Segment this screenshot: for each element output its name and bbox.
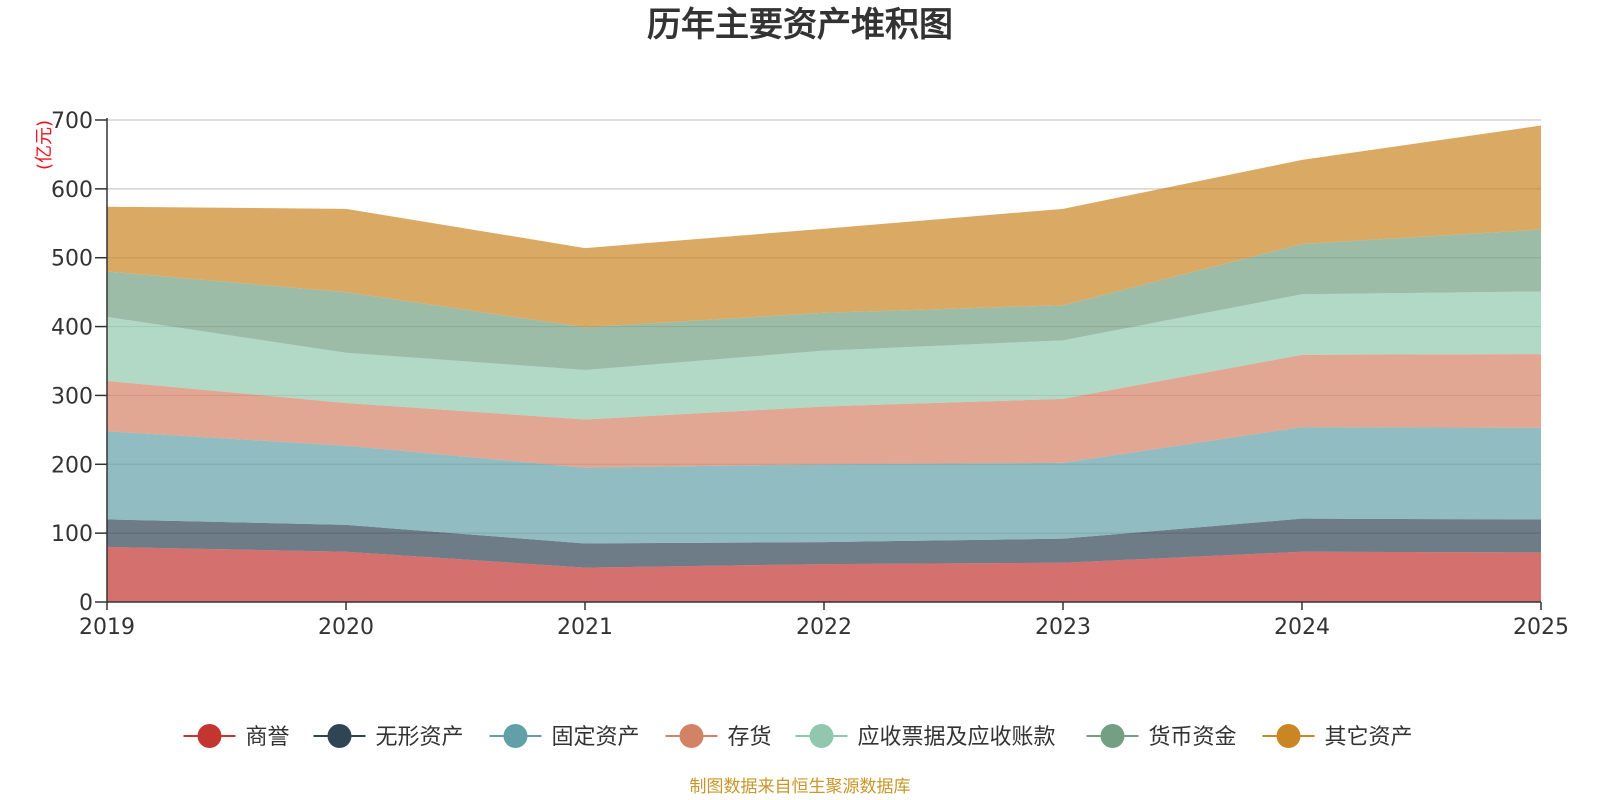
x-tick-label: 2023 — [1035, 615, 1091, 640]
y-tick-label: 500 — [51, 247, 93, 272]
area-series-layer — [107, 125, 1541, 602]
y-tick-label: 400 — [51, 316, 93, 341]
y-tick-label: 300 — [51, 384, 93, 409]
legend-item[interactable]: 其它资产 — [1262, 724, 1413, 750]
legend-label: 固定资产 — [552, 725, 640, 750]
legend-label: 货币资金 — [1149, 725, 1237, 750]
legend-label: 商誉 — [246, 725, 290, 750]
y-tick-label: 600 — [51, 178, 93, 203]
area-series-2[interactable] — [107, 518, 1541, 568]
legend-marker-icon — [503, 724, 528, 748]
area-series-7[interactable] — [107, 125, 1541, 328]
y-tick-label: 700 — [51, 109, 93, 134]
legend-marker-icon — [679, 724, 704, 748]
x-tick-label: 2020 — [318, 615, 374, 640]
legend-item[interactable]: 无形资产 — [313, 724, 464, 750]
area-series-5[interactable] — [107, 291, 1541, 420]
legend-label: 无形资产 — [376, 725, 464, 750]
legend-item[interactable]: 存货 — [665, 724, 772, 750]
legend-item[interactable]: 货币资金 — [1086, 724, 1237, 750]
y-tick-label: 100 — [51, 522, 93, 547]
legend-label: 应收票据及应收账款 — [858, 725, 1056, 750]
legend-label: 其它资产 — [1325, 725, 1413, 750]
x-tick-label: 2024 — [1274, 615, 1330, 640]
x-tick-label: 2025 — [1513, 615, 1569, 640]
y-axis-unit-label: (亿元) — [34, 120, 55, 170]
source-note: 制图数据来自恒生聚源数据库 — [690, 777, 911, 797]
legend-item[interactable]: 商誉 — [183, 724, 290, 750]
area-series-3[interactable] — [107, 427, 1541, 544]
legend[interactable]: 商誉 无形资产 固定资产 存货 应收票据及应收账款 货币资金 其它资产 — [183, 724, 1413, 750]
legend-label: 存货 — [728, 725, 772, 750]
axes: 0 100 200 300 400 500 600 700 2019 2020 2021 2022 20… — [51, 109, 1569, 640]
x-tick-label: 2019 — [79, 615, 135, 640]
chart-title: 历年主要资产堆积图 — [647, 5, 953, 45]
area-series-4[interactable] — [107, 354, 1541, 468]
y-tick-label: 0 — [79, 591, 93, 616]
legend-item[interactable]: 应收票据及应收账款 — [795, 724, 1056, 750]
area-series-6[interactable] — [107, 229, 1541, 370]
x-tick-label: 2022 — [796, 615, 852, 640]
legend-marker-icon — [1100, 724, 1125, 748]
legend-marker-icon — [327, 724, 352, 748]
legend-marker-icon — [809, 724, 834, 748]
y-tick-label: 200 — [51, 453, 93, 478]
legend-marker-icon — [197, 724, 222, 748]
legend-marker-icon — [1276, 724, 1301, 748]
x-tick-label: 2021 — [557, 615, 613, 640]
legend-item[interactable]: 固定资产 — [489, 724, 640, 750]
area-series-1[interactable] — [107, 546, 1541, 602]
